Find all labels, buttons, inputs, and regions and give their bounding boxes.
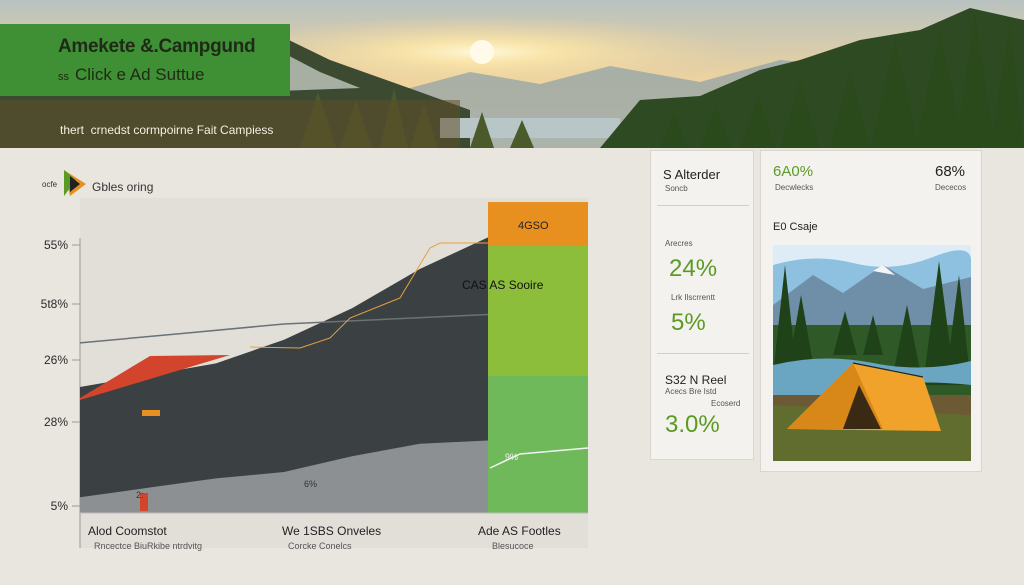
series-line-mid [79, 313, 489, 344]
annotation-marker: 2: [136, 490, 144, 500]
x-label-1: Alod Coomstot [88, 524, 167, 538]
pct-left-sub: Decwlecks [775, 183, 814, 192]
x-label-3: Ade AS Footles [478, 524, 561, 538]
campsite-photo [773, 245, 971, 461]
stat-value-3: 3.0% [665, 411, 720, 438]
chart-logo: ocfe Gbles oring [42, 168, 172, 198]
y-tick-2: 28% [43, 415, 68, 429]
y-tick-4: 5t8% [40, 297, 68, 311]
pct-right-sub: Dececos [935, 183, 967, 192]
stats-heading-2-sub1: Acecs Bre Istd [665, 387, 717, 396]
logo-prefix: ocfe [42, 180, 58, 189]
divider [657, 353, 749, 354]
subtitle-prefix: ss [58, 71, 69, 83]
lime-band [488, 246, 588, 376]
orange-band-label: 4GSO [518, 220, 549, 232]
series-label: CAS AS Sooire [462, 278, 544, 292]
series-area-red [80, 355, 230, 400]
series-area-low [80, 440, 488, 513]
marker-orange [142, 410, 160, 416]
stats-heading-2-sub2: Ecoserd [711, 399, 741, 408]
annotation-9pct: 9% [505, 452, 519, 462]
marker-red [140, 493, 148, 511]
annotation-6pct: 6% [304, 479, 318, 489]
brand-subtitle: ss Click e Ad Suttue [58, 65, 204, 85]
x-sub-1: Rncectce BiuRkibe ntrdvitg [94, 541, 203, 551]
stats-heading-sub: Soncb [665, 184, 688, 193]
pct-left: 6A0% [773, 163, 814, 180]
chart-panel: ocfe Gbles oring 55% 5t8% 26% 28% 5% CAS… [0, 148, 640, 585]
chart-title: Gbles oring [92, 180, 154, 194]
stat-label-2: Lrk Ilscrrentt [671, 293, 716, 302]
detail-line-orange [249, 242, 488, 349]
stats-heading: S Alterder [663, 167, 721, 182]
trend-line [489, 447, 589, 469]
area-chart [72, 198, 589, 548]
tent-scene-image [773, 245, 971, 461]
photo-caption: E0 Csaje [773, 221, 818, 233]
stat-value-1: 24% [669, 255, 718, 282]
x-sub-3: Blesucoce [492, 541, 534, 551]
light-green-band [488, 376, 588, 513]
stat-value-2: 5% [671, 309, 706, 336]
stat-label-1: Arecres [665, 239, 693, 248]
subtitle-text: Click e Ad Suttue [75, 65, 205, 84]
series-area-main [80, 237, 488, 513]
brand-band [0, 24, 290, 96]
orange-band [488, 202, 588, 246]
y-tick-3: 26% [43, 353, 68, 367]
brand-title: Amekete &.Campgund [58, 36, 256, 57]
hero-banner: Amekete &.Campgund ss Click e Ad Suttue t… [0, 0, 1024, 148]
photo-card: 6A0% Decwlecks 68% Dececos E0 Csaje [760, 150, 982, 472]
stats-heading-2: S32 N Reel [665, 373, 727, 387]
y-tick-1: 5% [50, 499, 68, 513]
x-label-2: We 1SBS Onveles [282, 524, 382, 538]
banner-tagline: thert ‍ crnedst cormpoirne Fait Campiess [60, 123, 274, 137]
stats-card: S Alterder Soncb Arecres 24% Lrk Ilscrre… [650, 150, 754, 460]
pct-right: 68% [935, 163, 966, 180]
y-tick-5: 55% [43, 238, 68, 252]
arrow-logo-icon [64, 170, 86, 196]
x-sub-2: Corcke Conelcs [288, 541, 352, 551]
divider [657, 205, 749, 206]
